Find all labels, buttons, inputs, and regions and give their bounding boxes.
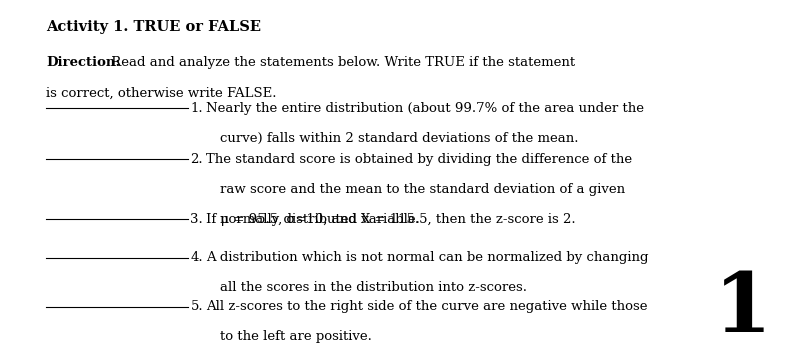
- Text: If μ = 95.5, σ=10, and X = 115.5, then the z-score is 2.: If μ = 95.5, σ=10, and X = 115.5, then t…: [206, 213, 576, 226]
- Text: Direction:: Direction:: [46, 56, 121, 70]
- Text: 5.: 5.: [190, 300, 203, 313]
- Text: to the left are positive.: to the left are positive.: [220, 330, 372, 343]
- Text: all the scores in the distribution into z-scores.: all the scores in the distribution into …: [220, 281, 527, 294]
- Text: All z-scores to the right side of the curve are negative while those: All z-scores to the right side of the cu…: [206, 300, 648, 313]
- Text: Read and analyze the statements below. Write TRUE if the statement: Read and analyze the statements below. W…: [107, 56, 575, 70]
- Text: 4.: 4.: [190, 251, 203, 264]
- Text: normally distributed variable.: normally distributed variable.: [220, 213, 420, 226]
- Text: A distribution which is not normal can be normalized by changing: A distribution which is not normal can b…: [206, 251, 649, 264]
- Text: raw score and the mean to the standard deviation of a given: raw score and the mean to the standard d…: [220, 183, 625, 196]
- Text: is correct, otherwise write FALSE.: is correct, otherwise write FALSE.: [46, 86, 277, 99]
- Text: 3.: 3.: [190, 213, 203, 226]
- Text: 1.: 1.: [190, 102, 203, 115]
- Text: Nearly the entire distribution (about 99.7% of the area under the: Nearly the entire distribution (about 99…: [206, 102, 645, 115]
- Text: The standard score is obtained by dividing the difference of the: The standard score is obtained by dividi…: [206, 153, 633, 166]
- Text: 1: 1: [714, 269, 772, 349]
- Text: curve) falls within 2 standard deviations of the mean.: curve) falls within 2 standard deviation…: [220, 132, 578, 145]
- Text: Activity 1. TRUE or FALSE: Activity 1. TRUE or FALSE: [46, 20, 262, 34]
- Text: 2.: 2.: [190, 153, 203, 166]
